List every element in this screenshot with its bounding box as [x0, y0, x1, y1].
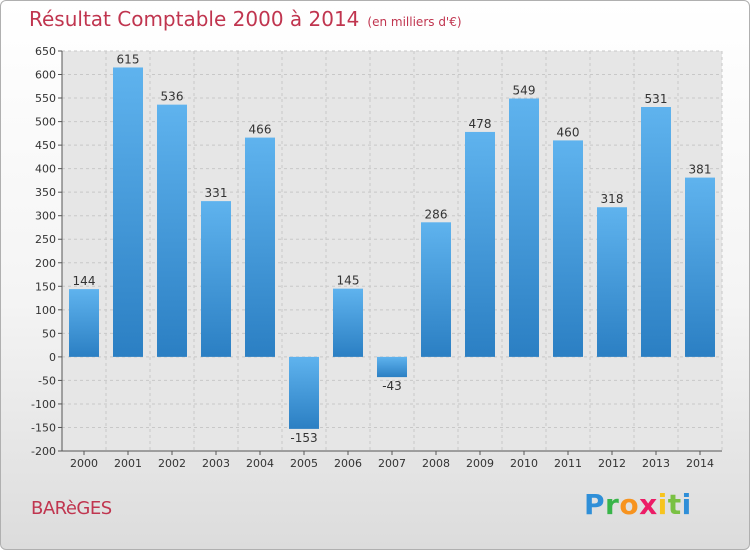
x-tick-label: 2003	[202, 457, 230, 470]
data-label: 286	[425, 207, 448, 221]
y-tick-label: 50	[42, 327, 56, 340]
y-tick-label: -200	[31, 445, 56, 458]
y-tick-label: 550	[35, 92, 56, 105]
logo-letter: x	[639, 488, 658, 521]
bar	[685, 177, 715, 357]
bar	[333, 288, 363, 357]
x-tick-label: 2011	[554, 457, 582, 470]
x-tick-label: 2012	[598, 457, 626, 470]
logo-letter: i	[681, 488, 692, 521]
logo-letter: o	[619, 488, 640, 521]
bar	[421, 222, 451, 357]
x-tick-label: 2004	[246, 457, 274, 470]
y-tick-label: 0	[49, 351, 56, 364]
logo-letter: P	[584, 488, 606, 521]
bar	[597, 207, 627, 357]
y-tick-label: 250	[35, 233, 56, 246]
logo-letter: r	[605, 488, 620, 521]
y-tick-label: 150	[35, 280, 56, 293]
x-tick-label: 2014	[686, 457, 714, 470]
data-label: 144	[73, 274, 96, 288]
data-label: 549	[513, 84, 536, 98]
x-tick-label: 2009	[466, 457, 494, 470]
bar	[245, 137, 275, 357]
data-label: 145	[337, 274, 360, 288]
chart-title-text: Résultat Comptable 2000 à 2014	[29, 7, 360, 31]
x-tick-label: 2002	[158, 457, 186, 470]
x-tick-label: 2013	[642, 457, 670, 470]
chart-subtitle: (en milliers d'€)	[367, 15, 462, 29]
data-label: 331	[205, 186, 228, 200]
proxiti-logo: Proxiti	[584, 488, 692, 521]
bar	[377, 356, 407, 378]
data-label: 466	[249, 123, 272, 137]
commune-name: BARèGES	[31, 498, 112, 519]
y-tick-label: 600	[35, 69, 56, 82]
data-label: 478	[469, 117, 492, 131]
bar	[201, 201, 231, 357]
x-tick-label: 2000	[70, 457, 98, 470]
y-tick-label: 200	[35, 257, 56, 270]
y-tick-label: 400	[35, 163, 56, 176]
y-tick-label: 650	[35, 45, 56, 58]
x-tick-label: 2006	[334, 457, 362, 470]
y-tick-label: -100	[31, 398, 56, 411]
y-tick-label: 100	[35, 304, 56, 317]
y-tick-label: 300	[35, 210, 56, 223]
data-label: -153	[290, 431, 317, 445]
chart-title: Résultat Comptable 2000 à 2014 (en millie…	[29, 7, 462, 31]
data-label: 381	[689, 163, 712, 177]
bar	[509, 98, 539, 357]
y-tick-label: -50	[38, 374, 56, 387]
y-tick-label: 350	[35, 186, 56, 199]
data-label: 531	[645, 92, 668, 106]
x-tick-label: 2010	[510, 457, 538, 470]
x-tick-label: 2005	[290, 457, 318, 470]
y-tick-label: 450	[35, 139, 56, 152]
bar	[289, 356, 319, 429]
bar	[113, 67, 143, 357]
data-label: 615	[117, 52, 140, 66]
data-label: 536	[161, 90, 184, 104]
bar	[465, 131, 495, 357]
x-tick-label: 2007	[378, 457, 406, 470]
data-label: -43	[382, 379, 402, 393]
logo-letter: i	[657, 488, 668, 521]
bar	[641, 107, 671, 357]
bar	[553, 140, 583, 357]
y-tick-label: -150	[31, 421, 56, 434]
bar	[157, 104, 187, 357]
data-label: 460	[557, 125, 580, 139]
data-label: 318	[601, 192, 624, 206]
logo-letter: t	[667, 488, 682, 521]
y-tick-label: 500	[35, 116, 56, 129]
x-tick-label: 2001	[114, 457, 142, 470]
x-tick-label: 2008	[422, 457, 450, 470]
bar	[69, 289, 99, 357]
